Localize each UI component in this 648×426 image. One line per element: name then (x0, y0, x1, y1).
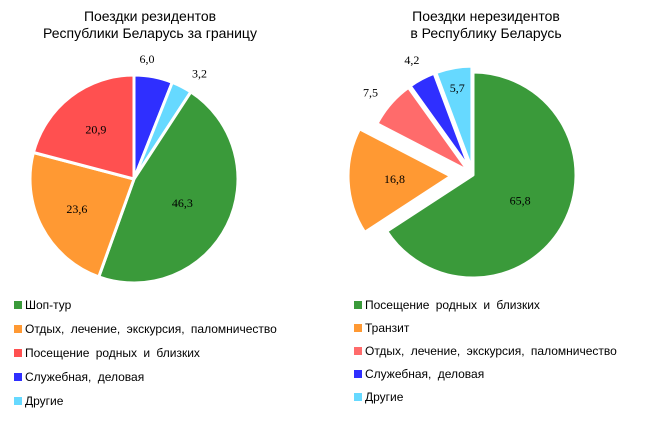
legend-label: Служебная, деловая (365, 366, 485, 381)
pie-slice (375, 85, 470, 173)
legend-item: Посещение родных и близких (354, 293, 617, 316)
legend: Шоп-тур Отдых, лечение, экскурсия, палом… (14, 293, 277, 413)
legend-label: Посещение родных и близких (365, 297, 540, 312)
data-label: 5,7 (450, 81, 465, 95)
legend-label: Шоп-тур (25, 298, 72, 312)
legend-label: Другие (365, 389, 404, 404)
pie-slice (31, 73, 136, 181)
legend-swatch (354, 369, 362, 378)
legend-item: Другие (354, 385, 617, 408)
legend-swatch (14, 325, 22, 333)
legend-label: Отдых, лечение, экскурсия, паломничество (365, 343, 617, 358)
legend-swatch (354, 392, 362, 401)
data-label: 23,6 (66, 202, 87, 216)
legend-item: Отдых, лечение, экскурсия, паломничество (354, 339, 617, 362)
data-label: 46,3 (172, 196, 193, 210)
legend-label: Транзит (365, 320, 410, 335)
pie-slice (28, 151, 136, 279)
legend-label: Служебная, деловая (25, 370, 145, 384)
data-label: 7,5 (363, 85, 378, 99)
legend-label: Отдых, лечение, экскурсия, паломничество (25, 322, 277, 336)
legend-swatch (354, 323, 362, 332)
pie-slice (408, 71, 472, 172)
legend-item: Транзит (354, 316, 617, 339)
pie-slice (385, 70, 578, 280)
pie-slice (97, 90, 240, 285)
chart-residents: Поездки резидентов Республики Беларусь з… (0, 0, 300, 426)
legend-swatch (354, 346, 362, 355)
legend-swatch (354, 300, 362, 309)
legend-item: Отдых, лечение, экскурсия, паломничество (14, 317, 277, 341)
legend-label: Посещение родных и близких (25, 346, 200, 360)
data-label: 20,9 (85, 123, 106, 137)
data-label: 4,2 (404, 53, 419, 67)
data-label: 3,2 (192, 67, 207, 81)
pie-chart: 65,8 16,8 7,5 4,2 5,7 (346, 53, 578, 280)
legend-swatch (14, 349, 22, 357)
legend-item: Служебная, деловая (354, 362, 617, 385)
chart-title-line: Республики Беларусь за границу (43, 25, 257, 41)
data-label: 16,8 (384, 172, 405, 186)
legend: Посещение родных и близких Транзит Отдых… (354, 293, 617, 408)
chart-title-line: Поездки резидентов (83, 8, 217, 24)
legend-swatch (14, 397, 22, 405)
chart-title-line: в Республику Беларусь (410, 25, 562, 41)
legend-item: Шоп-тур (14, 293, 277, 317)
pie-slice (346, 127, 453, 234)
legend-label: Другие (25, 394, 64, 408)
pie-slice (434, 64, 474, 171)
pie-chart: 6,0 3,2 46,3 23,6 20,9 (28, 52, 240, 285)
chart-title: Поездки нерезидентов в Республику Белару… (324, 8, 648, 42)
chart-title: Поездки резидентов Республики Беларусь з… (0, 8, 300, 42)
legend-item: Другие (14, 389, 277, 413)
data-label: 65,8 (510, 194, 531, 208)
legend-swatch (14, 301, 22, 309)
legend-swatch (14, 373, 22, 381)
legend-item: Служебная, деловая (14, 365, 277, 389)
chart-nonresidents: Поездки нерезидентов в Республику Белару… (324, 0, 648, 426)
chart-title-line: Поездки нерезидентов (412, 8, 560, 24)
data-label: 6,0 (139, 52, 154, 66)
legend-item: Посещение родных и близких (14, 341, 277, 365)
